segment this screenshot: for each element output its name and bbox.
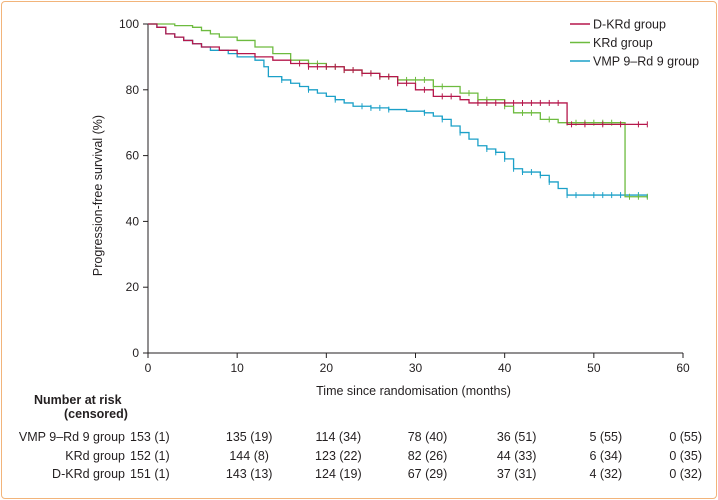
x-tick-label: 40 [498, 361, 512, 375]
y-tick-label: 80 [126, 83, 140, 97]
x-tick-label: 20 [320, 361, 334, 375]
y-tick-label: 100 [119, 17, 139, 31]
y-tick-label: 0 [132, 346, 139, 360]
y-tick-label: 40 [126, 214, 140, 228]
x-tick-label: 30 [409, 361, 423, 375]
x-tick-label: 10 [230, 361, 244, 375]
y-axis-title: Progression-free survival (%) [91, 115, 105, 276]
x-tick-label: 50 [587, 361, 601, 375]
y-tick-label: 60 [126, 149, 140, 163]
legend-label: VMP 9–Rd 9 group [593, 55, 699, 69]
survival-curve-line [148, 23, 648, 199]
legend-label: KRd group [593, 36, 653, 50]
y-tick-label: 20 [126, 280, 140, 294]
x-tick-label: 60 [676, 361, 690, 375]
legend-label: D-KRd group [593, 18, 666, 32]
x-axis-title: Time since randomisation (months) [316, 384, 511, 398]
series-0 [148, 23, 648, 128]
x-tick-label: 0 [145, 361, 152, 375]
